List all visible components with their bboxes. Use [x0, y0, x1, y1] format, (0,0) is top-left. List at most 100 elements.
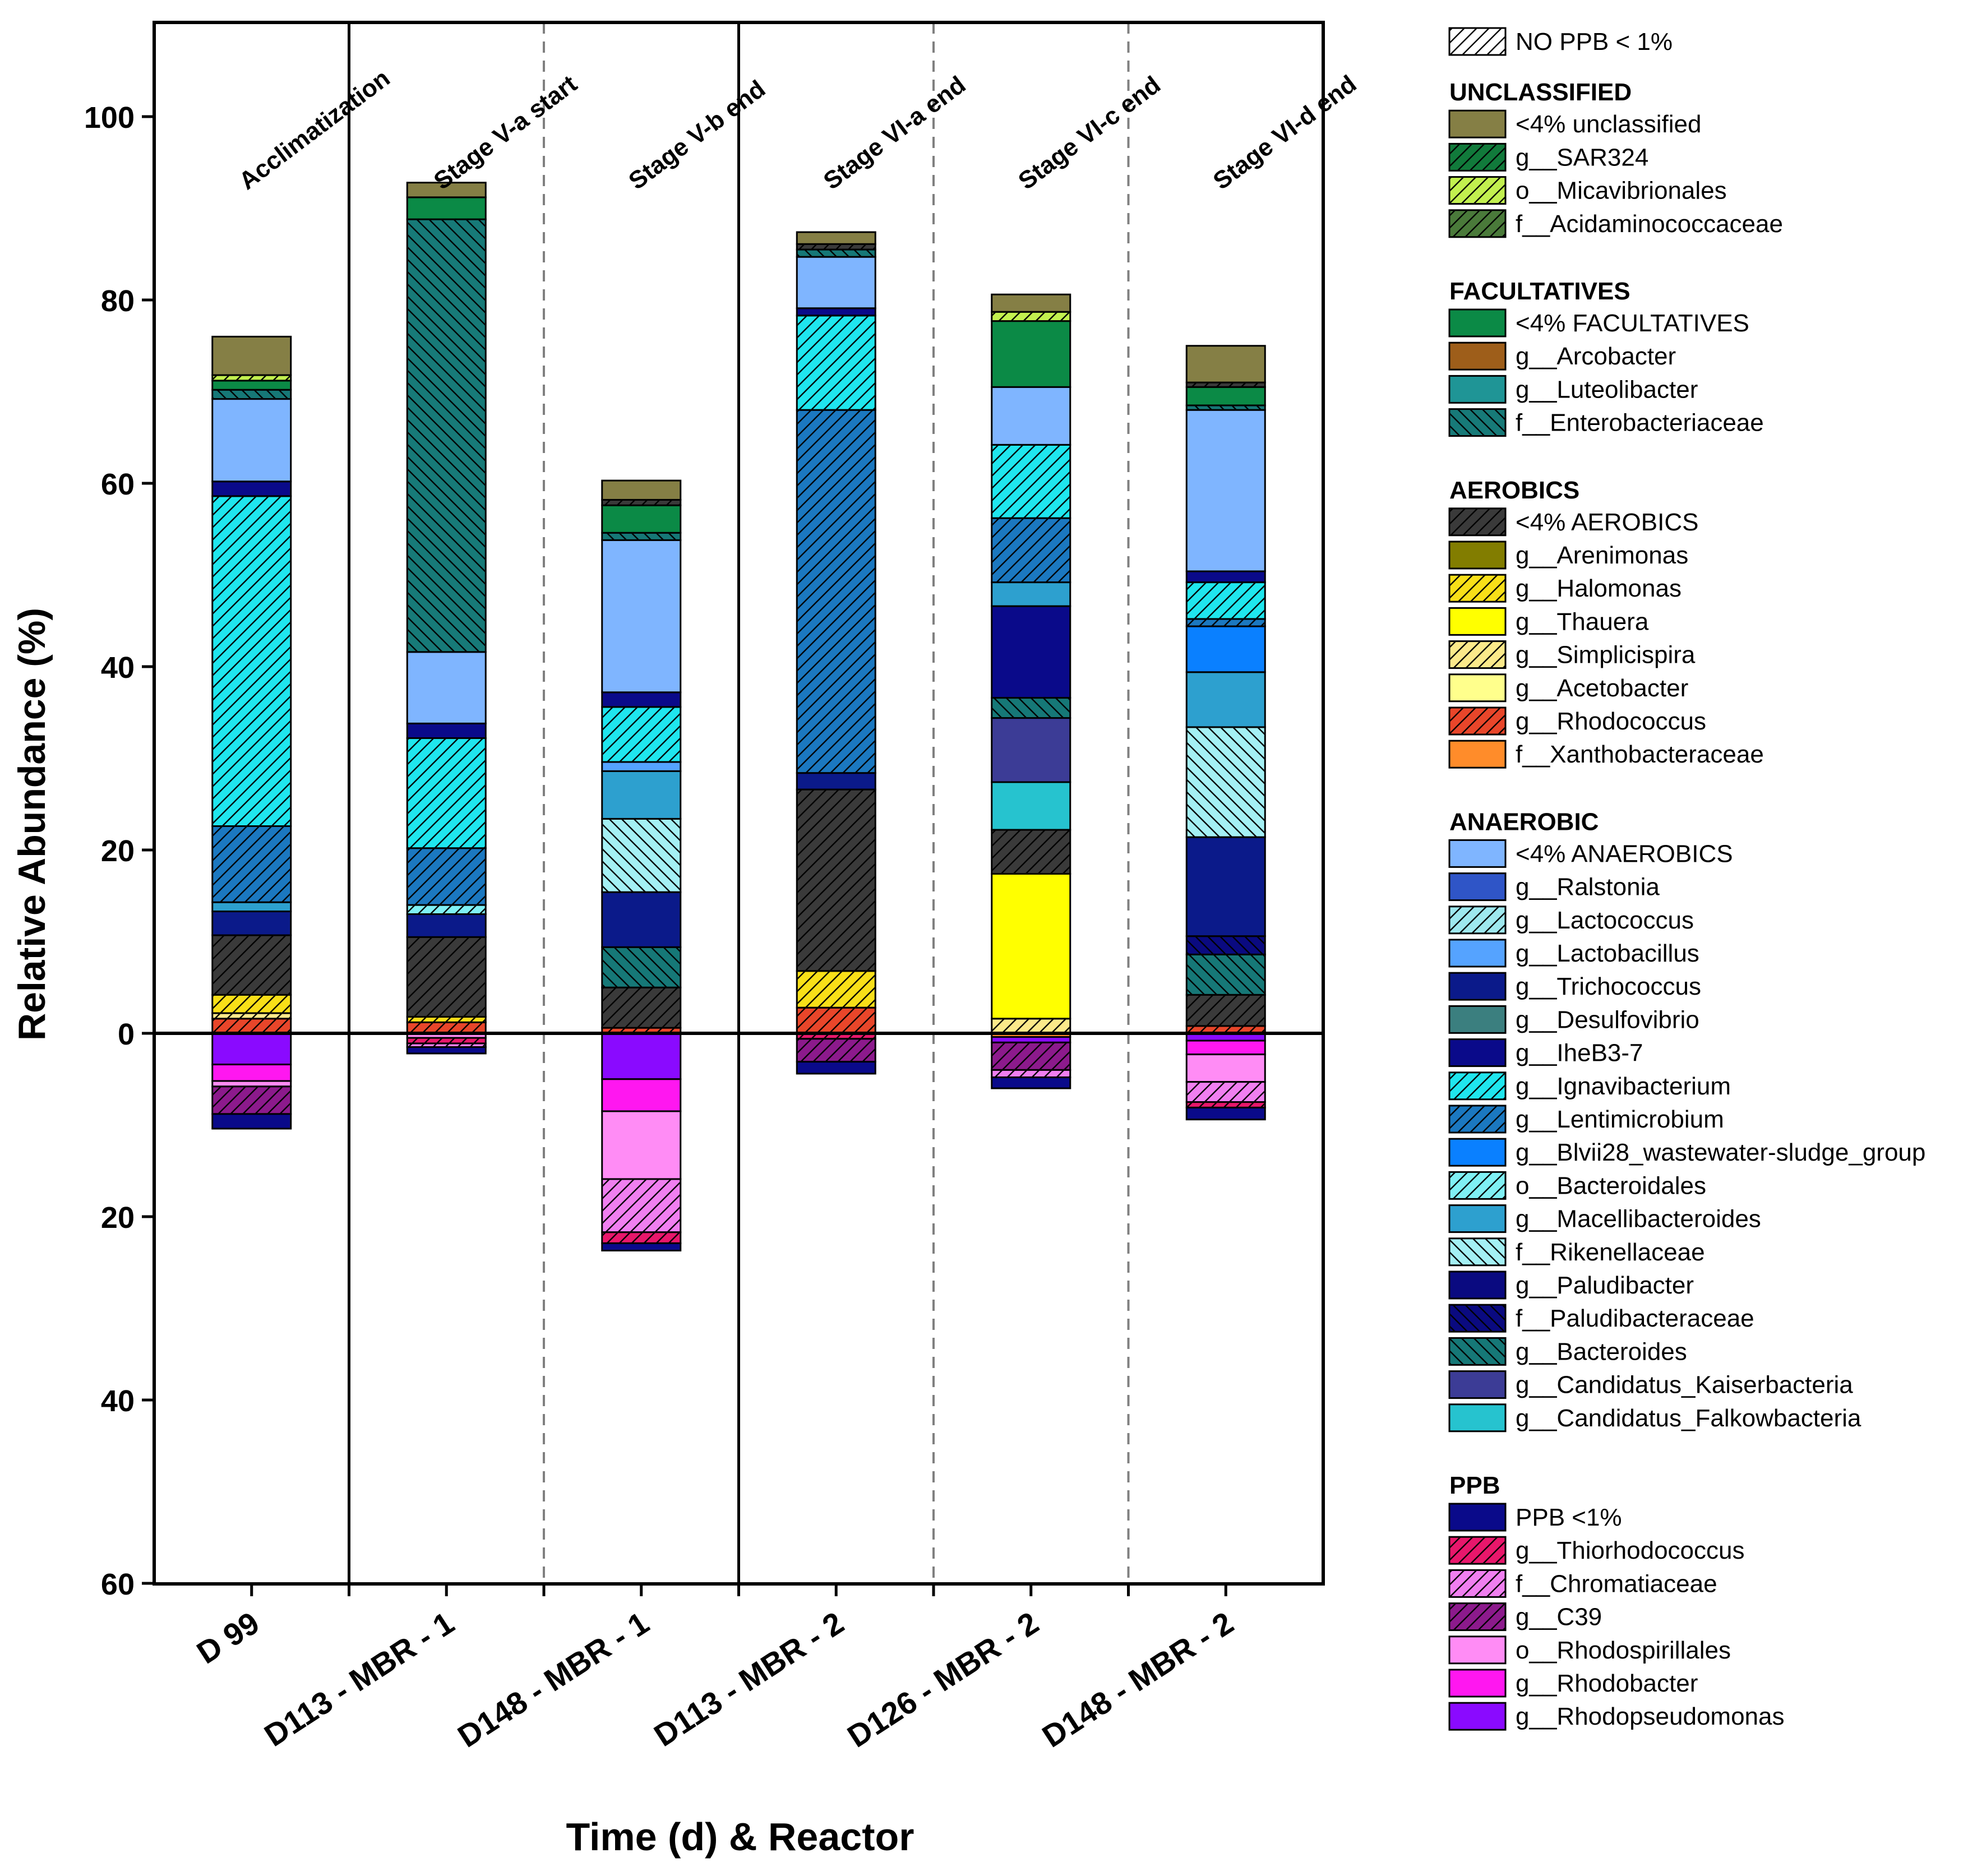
legend-swatch: [1448, 1569, 1507, 1598]
legend-label: g__Arcobacter: [1516, 343, 1676, 370]
legend-swatch: [1448, 308, 1507, 338]
bar-segment-g-candidatus-kaiserbacteria: [991, 717, 1071, 783]
bar-segment-g-macellibacteroides: [601, 770, 682, 820]
legend-swatch: [1448, 109, 1507, 138]
bar-segment-o-micavibrionales: [991, 311, 1071, 322]
legend-swatch: [1448, 905, 1507, 935]
bar-segment-g-c39: [796, 1038, 876, 1063]
bar-segment-g-rhodobacter: [1185, 1039, 1266, 1056]
legend-label: g__Lactococcus: [1516, 907, 1694, 934]
bar-segment-f-chromatiaceae: [601, 1178, 682, 1233]
legend-group-title: AEROBICS: [1449, 477, 1579, 504]
legend-label: g__SAR324: [1516, 144, 1648, 171]
bar-segment-ppb-1: [211, 1113, 292, 1130]
legend-group-title: ANAEROBIC: [1449, 808, 1599, 835]
legend-label: g__Acetobacter: [1516, 674, 1688, 702]
bar-segment-4-anaerobics: [211, 398, 292, 483]
bar-segment-g-bacteroides: [211, 389, 292, 400]
bar-segment-g-iheb3-7: [406, 722, 487, 740]
bar-segment-4-anaerobics: [991, 386, 1071, 446]
legend-label: g__Desulfovibrio: [1516, 1006, 1699, 1033]
legend-label: g__Rhodococcus: [1516, 708, 1706, 735]
bar-segment-4-facultatives: [406, 196, 487, 220]
bar-segment-g-iheb3-7: [796, 307, 876, 317]
bar-segment-f-enterobacteriaceae: [406, 218, 487, 653]
bar-segment-g-bacteroides: [601, 946, 682, 988]
legend-label: g__Ralstonia: [1516, 874, 1660, 901]
legend-swatch: [1448, 1005, 1507, 1034]
bar-segment-o-bacteroidales: [406, 904, 487, 915]
bar-segment-g-trichococcus: [796, 772, 876, 791]
bar-segment-4-aerobics: [406, 936, 487, 1018]
bar-segment-g-trichococcus: [601, 891, 682, 948]
legend-label: g__Arenimonas: [1516, 542, 1688, 569]
bar-segment-4-anaerobics: [601, 539, 682, 694]
legend-label: g__Macellibacteroides: [1516, 1205, 1761, 1233]
legend-label: f__Xanthobacteraceae: [1516, 741, 1764, 768]
legend-label: g__Rhodobacter: [1516, 1670, 1698, 1697]
legend-label: g__C39: [1516, 1604, 1602, 1631]
legend-swatch: [1448, 209, 1507, 238]
legend-swatch: [1448, 872, 1507, 902]
bar-segment-ppb-1: [1185, 1106, 1266, 1121]
legend-label: g__Simplicispira: [1516, 641, 1696, 669]
bar-segment-g-rhodobacter: [211, 1064, 292, 1082]
y-tick-label: 60: [101, 1568, 135, 1601]
x-axis-title: Time (d) & Reactor: [566, 1815, 914, 1859]
legend-swatch: [1448, 540, 1507, 570]
bar-segment-g-bacteroides: [601, 532, 682, 541]
legend-label: o__Bacteroidales: [1516, 1172, 1706, 1199]
legend-swatch: [1448, 673, 1507, 703]
bar-segment-f-rikenellaceae: [1185, 726, 1266, 838]
legend-label: g__Lentimicrobium: [1516, 1106, 1724, 1133]
bar-segment-g-thauera: [991, 873, 1071, 1020]
bar-segment-f-paludibacteraceae: [1185, 935, 1266, 955]
bar-segment-g-ignavibacterium: [1185, 581, 1266, 620]
bar-segment-g-halomonas: [796, 970, 876, 1009]
bar-segment-4-facultatives: [1185, 386, 1266, 406]
plot-frame: [153, 21, 1325, 1586]
legend-label: g__Luteolibacter: [1516, 376, 1698, 403]
legend-swatch: [1448, 142, 1507, 172]
legend-group-no-ppb: NO PPB < 1%: [1448, 27, 1673, 56]
legend-label: g__Trichococcus: [1516, 973, 1701, 1000]
bar-segment-4-facultatives: [601, 504, 682, 534]
bar-stack-d126-mbr-2: [991, 293, 1071, 1089]
bar-segment-g-simplicispira: [991, 1018, 1071, 1034]
y-tick-label: 20: [101, 1201, 135, 1235]
legend-swatch: [1448, 27, 1507, 56]
legend-label: g__Thiorhodococcus: [1516, 1537, 1744, 1564]
bar-segment-4-unclassified: [991, 293, 1071, 313]
legend-swatch: [1448, 574, 1507, 603]
legend-label: g__Paludibacter: [1516, 1272, 1694, 1299]
legend-label: NO PPB < 1%: [1516, 28, 1673, 56]
legend-swatch: [1448, 1138, 1507, 1167]
bar-segment-4-unclassified: [601, 479, 682, 501]
bar-segment-g-bacteroides: [796, 248, 876, 258]
bar-segment-g-trichococcus: [1185, 836, 1266, 937]
bar-segment-g-ignavibacterium: [211, 495, 292, 827]
legend-label: g__IheB3-7: [1516, 1039, 1643, 1067]
legend: NO PPB < 1% UNCLASSIFIED <4% unclassified g…: [1448, 27, 1925, 1731]
bar-segment-g-rhodopseudomonas: [601, 1032, 682, 1080]
legend-swatch: [1448, 1204, 1507, 1233]
bar-segment-g-macellibacteroides: [1185, 671, 1266, 728]
legend-swatch: [1448, 1071, 1507, 1101]
legend-label: <4% unclassified: [1516, 110, 1701, 138]
legend-group-ppb: PPB PPB <1% g__Thiorhodococcus f__Chromatia…: [1448, 1472, 1785, 1731]
bar-segment-g-halomonas: [211, 994, 292, 1014]
legend-label: <4% FACULTATIVES: [1516, 309, 1749, 337]
bar-segment-4-unclassified: [211, 335, 292, 376]
bar-stack-d148-mbr-2: [1185, 345, 1266, 1121]
bar-segment-4-anaerobics: [406, 651, 487, 724]
legend-swatch: [1448, 740, 1507, 769]
bar-segment-g-iheb3-7: [601, 691, 682, 708]
legend-group-title: UNCLASSIFIED: [1449, 78, 1632, 106]
legend-swatch: [1448, 939, 1507, 968]
legend-swatch: [1448, 176, 1507, 205]
legend-label: g__Rhodopseudomonas: [1516, 1703, 1785, 1730]
bar-segment-f-chromatiaceae: [1185, 1081, 1266, 1103]
legend-swatch: [1448, 1403, 1507, 1433]
legend-label: <4% ANAEROBICS: [1516, 840, 1733, 867]
